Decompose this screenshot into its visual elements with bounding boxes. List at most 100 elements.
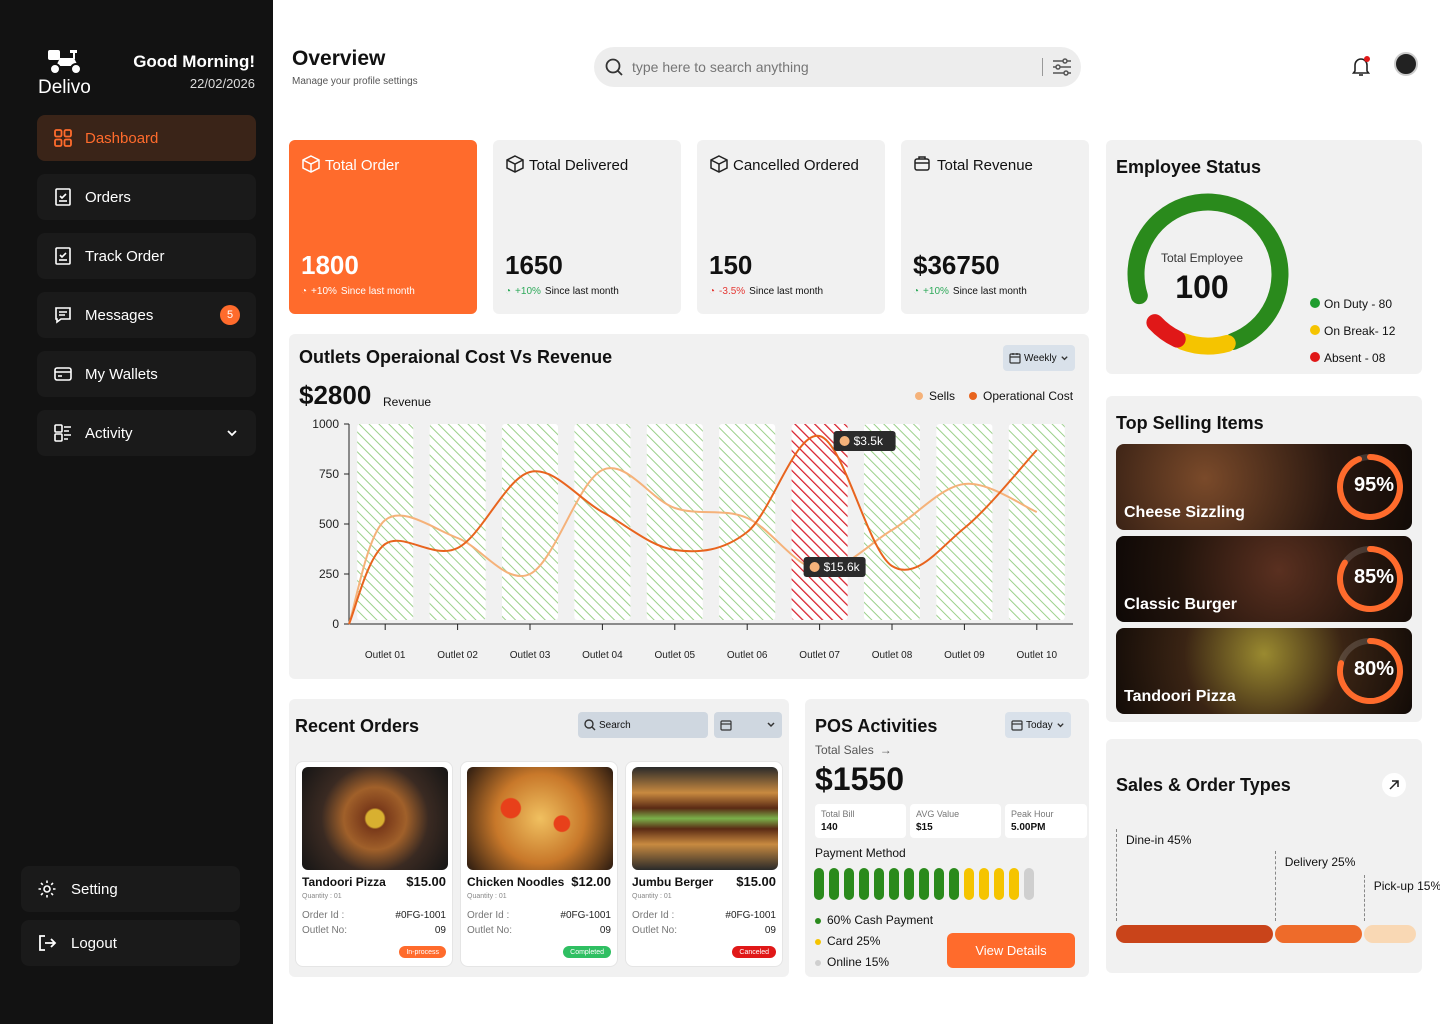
sidebar-item-activity[interactable]: Activity: [37, 410, 256, 456]
payment-bars: [814, 868, 1034, 900]
outlet-label: Outlet No:: [302, 925, 348, 936]
progress-arc: [1337, 546, 1403, 612]
sidebar-item-label: My Wallets: [85, 365, 158, 383]
filter-icon[interactable]: [1051, 56, 1073, 78]
stat-value: 1800: [301, 250, 359, 280]
sidebar-item-label: Activity: [85, 424, 133, 442]
y-tick-label: 750: [319, 467, 339, 481]
top-item-cheese-sizzling[interactable]: Cheese Sizzling 95%: [1116, 444, 1412, 530]
sidebar-item-label: Orders: [85, 188, 131, 206]
top-item-percent: 85%: [1353, 566, 1394, 588]
noodles-image: [467, 767, 613, 870]
sales-order-types-card: Sales & Order Types Dine-in 45% Delivery …: [1106, 739, 1440, 973]
total-sales-link[interactable]: Total Sales →: [815, 743, 892, 757]
legend-operational-cost: Operational Cost: [983, 389, 1074, 403]
arrow-right-icon: →: [879, 743, 892, 757]
setting-button[interactable]: Setting: [21, 866, 240, 912]
scooter-logo-icon: [46, 46, 84, 76]
y-tick-label: 500: [319, 517, 339, 531]
y-tick-label: 0: [332, 617, 339, 631]
payment-bar: [979, 868, 989, 900]
mini-stat-value: 140: [821, 822, 838, 833]
recent-orders-title: Recent Orders: [295, 716, 420, 736]
order-id: #0FG-1001: [395, 910, 446, 921]
payment-bar: [1009, 868, 1019, 900]
logout-label: Logout: [71, 934, 117, 952]
recent-search[interactable]: Search: [578, 712, 708, 738]
stat-label: Cancelled Ordered: [733, 157, 859, 174]
sidebar-item-label: Messages: [85, 306, 154, 324]
chart-legend: Sells Operational Cost: [915, 389, 1073, 403]
outlet-column: [864, 424, 920, 620]
burger-image: [632, 767, 778, 870]
payment-online: Online 15%: [827, 955, 890, 969]
mini-stat-label: Total Bill: [821, 809, 855, 819]
wallet-icon: [54, 367, 72, 381]
chart-tooltip: $3.5k: [833, 431, 896, 451]
date-filter-dropdown[interactable]: [714, 712, 782, 738]
arrow-up-right-icon[interactable]: [1382, 773, 1406, 797]
page-subtitle: Manage your profile settings: [292, 76, 418, 87]
svg-text:$15.6k: $15.6k: [824, 560, 861, 574]
order-card-tandoori-pizza[interactable]: Tandoori Pizza $15.00 Quantity : 01 Orde…: [295, 761, 453, 967]
stat-note: Since last month: [544, 286, 619, 297]
outlet-column: [646, 424, 703, 620]
payment-bar: [919, 868, 929, 900]
bag-icon: [914, 156, 930, 171]
brand-name: Delivo: [38, 77, 91, 98]
payment-bar: [904, 868, 914, 900]
sidebar-item-dashboard[interactable]: Dashboard: [37, 115, 256, 161]
sidebar-item-track-order[interactable]: Track Order: [37, 233, 256, 279]
x-tick-label: Outlet 02: [437, 650, 478, 661]
top-item-name: Cheese Sizzling: [1124, 504, 1245, 521]
view-details-button[interactable]: View Details: [947, 933, 1075, 968]
bell-icon[interactable]: [1349, 54, 1373, 78]
chart-revenue-label: Revenue: [383, 395, 432, 409]
sales-type-label: Pick-up 15%: [1373, 879, 1440, 893]
avatar[interactable]: [1394, 52, 1418, 76]
greeting: Good Morning!: [133, 52, 255, 71]
sidebar-item-my-wallets[interactable]: My Wallets: [37, 351, 256, 397]
outlet-column: [719, 424, 776, 620]
search-bar: [594, 47, 1081, 87]
employee-status-card: Employee Status Total Employee 100 On Du…: [1106, 140, 1422, 374]
activity-icon: [54, 424, 71, 442]
trend-up-icon: ◔: [913, 286, 920, 297]
chart-revenue-value: $2800: [299, 380, 372, 410]
today-dropdown[interactable]: Today: [1005, 712, 1071, 738]
search-icon: [605, 58, 623, 76]
employee-status-title: Employee Status: [1116, 157, 1262, 177]
logout-button[interactable]: Logout: [21, 920, 240, 966]
gear-icon: [38, 880, 56, 898]
logout-icon: [39, 935, 57, 951]
stat-label: Total Delivered: [529, 157, 629, 174]
x-tick-label: Outlet 03: [510, 650, 551, 661]
sidebar-item-messages[interactable]: Messages 5: [37, 292, 256, 338]
outlet-column: [502, 424, 558, 620]
total-employee-value: 100: [1175, 269, 1229, 305]
order-card-chicken-noodles[interactable]: Chicken Noodles $12.00 Quantity : 01 Ord…: [460, 761, 618, 967]
search-input[interactable]: [632, 59, 1032, 75]
sales-type-label: Delivery 25%: [1284, 855, 1356, 869]
order-id-label: Order Id :: [632, 910, 675, 921]
series-line-sells: [348, 467, 1038, 625]
legend-on-duty: On Duty - 80: [1324, 297, 1393, 311]
chevron-down-icon[interactable]: [226, 427, 238, 439]
payment-card: Card 25%: [827, 934, 881, 948]
mini-stat-total-bill: Total Bill 140: [815, 804, 906, 838]
donut-absent: [1146, 314, 1186, 348]
payment-bar: [934, 868, 944, 900]
top-item-tandoori-pizza[interactable]: Tandoori Pizza 80%: [1116, 628, 1412, 714]
y-tick-label: 1000: [312, 417, 339, 431]
payment-bar: [889, 868, 899, 900]
stat-value: 1650: [505, 250, 563, 280]
status-badge: Canceled: [732, 946, 776, 958]
top-item-classic-burger[interactable]: Classic Burger 85%: [1116, 536, 1412, 622]
stat-change: +10%: [923, 286, 949, 297]
sidebar-item-orders[interactable]: Orders: [37, 174, 256, 220]
greeting-date: 22/02/2026: [189, 76, 255, 91]
order-card-jumbu-berger[interactable]: Jumbu Berger $15.00 Quantity : 01 Order …: [625, 761, 783, 967]
mini-stat-peak-hour: Peak Hour 5.00PM: [1005, 804, 1087, 838]
weekly-dropdown[interactable]: Weekly: [1003, 345, 1075, 371]
payment-bar: [949, 868, 959, 900]
